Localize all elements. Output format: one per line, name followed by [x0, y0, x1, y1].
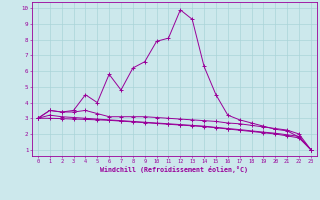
X-axis label: Windchill (Refroidissement éolien,°C): Windchill (Refroidissement éolien,°C): [100, 166, 248, 173]
